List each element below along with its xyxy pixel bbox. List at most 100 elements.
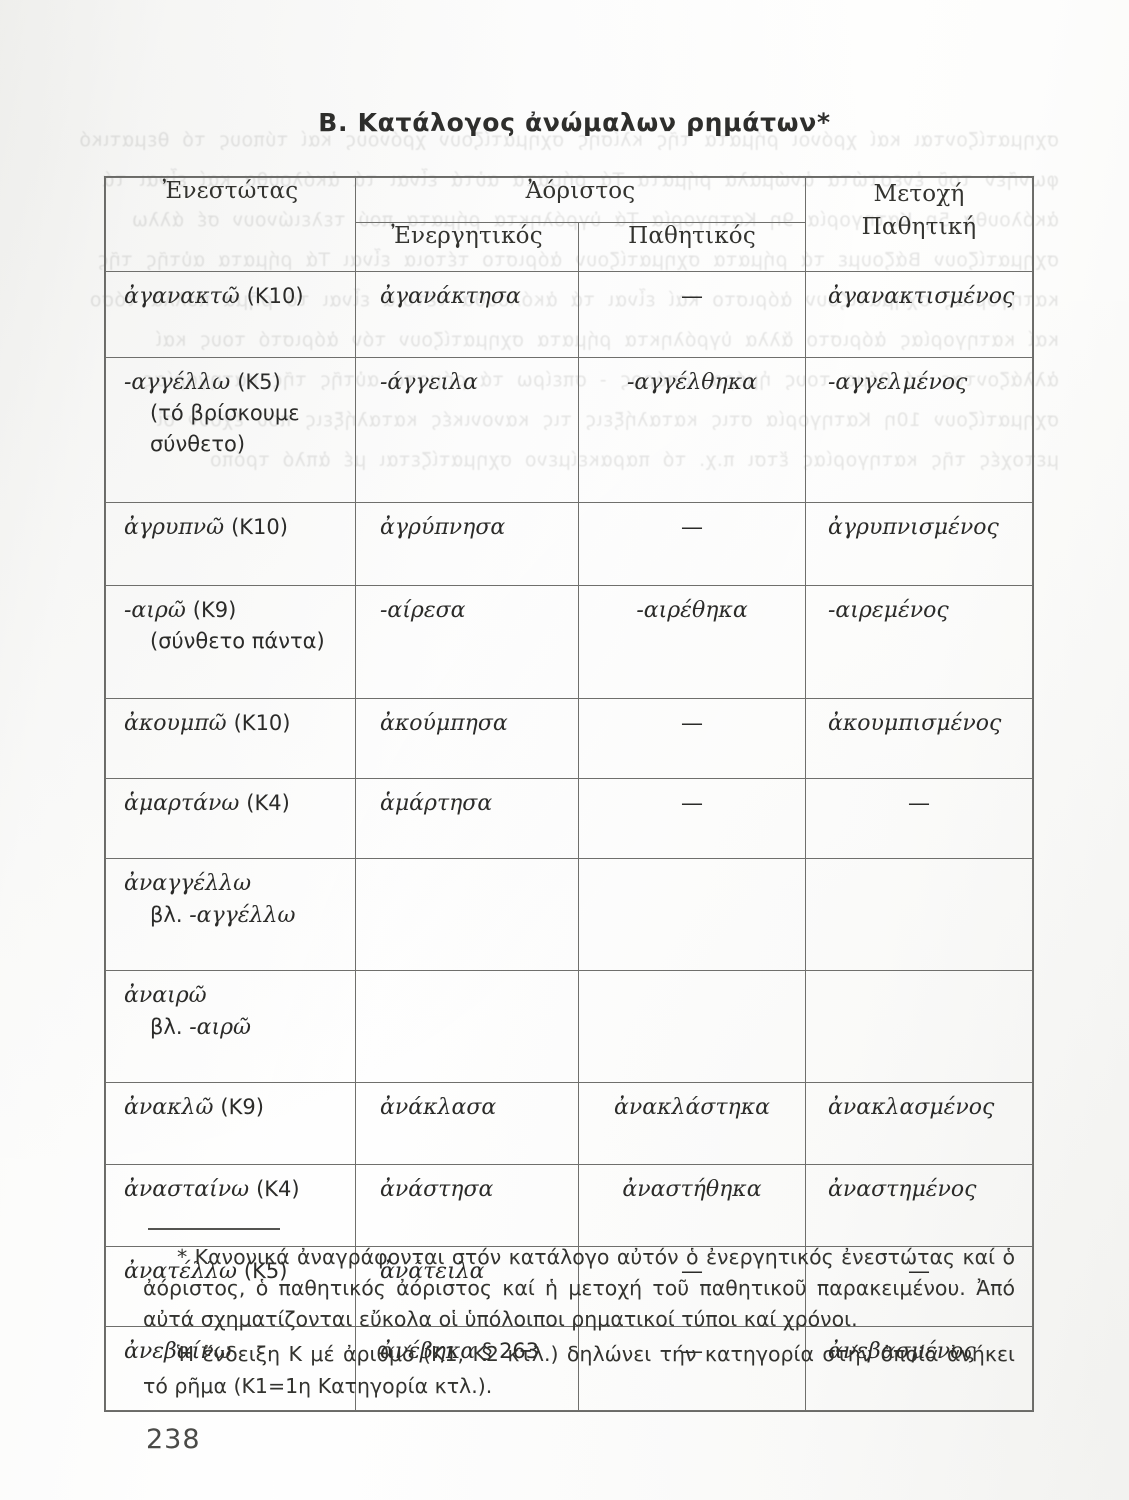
table-body: ἀγανακτῶ (Κ10) ἀγανάκτησα — ἀγανακτισμένος -…: [105, 271, 1033, 1411]
cell-participle: -αιρεμένος: [805, 585, 1033, 699]
cell-aorist-active: -άγγειλα: [355, 357, 579, 503]
table-header: Ἐνεστώτας Ἀόριστος Μετοχή Παθητική Ἐνεργ…: [105, 177, 1033, 272]
present-note: (σύνθετο πάντα): [150, 629, 325, 654]
table-row: ἀνεβαίνω ἀνέβηκα § 263 — ἀνεβασμένος: [105, 1326, 1033, 1411]
empty-form-dash: —: [908, 1259, 930, 1284]
footnote-paragraph-1: * Κανονικά ἀναγράφονται στόν κατάλογο αὐ…: [143, 1245, 1015, 1332]
cell-participle: ἀναστημένος: [805, 1164, 1033, 1247]
present-category: (Κ4): [246, 791, 290, 815]
cell-aorist-active: ἀγρύπνησα: [355, 502, 579, 586]
table-row: ἀναιρῶ βλ. -αιρῶ: [105, 970, 1033, 1083]
cell-aorist-active: ἀγανάκτησα: [355, 271, 579, 358]
cell-present: ἀναγγέλλω βλ. -αγγέλλω: [105, 858, 356, 971]
header-participle: Μετοχή Παθητική: [805, 177, 1033, 272]
header-participle-line2: Παθητική: [861, 214, 977, 241]
cell-aorist-active: ἀνέβηκα § 263: [355, 1326, 579, 1411]
present-form: ἀγανακτῶ (Κ10): [124, 284, 304, 309]
present-form: ἀνεβαίνω: [124, 1339, 232, 1364]
cell-aorist-passive: —: [578, 502, 806, 586]
present-form: ἀνασταίνω (Κ4): [124, 1177, 300, 1202]
empty-form-dash: —: [681, 711, 703, 736]
cell-participle: -αγγελμένος: [805, 357, 1033, 503]
empty-form-dash: —: [681, 1339, 703, 1364]
footnote-paragraph-2: Ἡ ἔνδειξη Κ μέ ἀριθμό (Κ1, Κ2 κτλ.) δηλώ…: [143, 1342, 1015, 1398]
empty-form-dash: —: [681, 1259, 703, 1284]
cell-present: ἀναιρῶ βλ. -αιρῶ: [105, 970, 356, 1083]
present-category: (Κ10): [246, 284, 304, 308]
present-form: ἀνατέλλω (Κ5): [124, 1259, 288, 1284]
cell-present: -αγγέλλω (Κ5) (τό βρίσκουμε σύνθετο): [105, 357, 356, 503]
present-category: (Κ10): [233, 711, 291, 735]
present-form: ἀγρυπνῶ (Κ10): [124, 515, 288, 540]
present-form: -αιρῶ (Κ9): [124, 598, 237, 623]
present-form: ἀνακλῶ (Κ9): [124, 1095, 264, 1120]
table-row: ἀνασταίνω (Κ4) ἀνάστησα ἀναστήθηκα ἀναστημέ…: [105, 1164, 1033, 1247]
cell-present: ἁμαρτάνω (Κ4): [105, 778, 356, 859]
cell-aorist-active: [355, 858, 579, 971]
table-row: ἀγανακτῶ (Κ10) ἀγανάκτησα — ἀγανακτισμένος: [105, 271, 1033, 358]
present-category: (Κ5): [243, 1259, 288, 1283]
cell-aorist-passive: ἀναστήθηκα: [578, 1164, 806, 1247]
cell-participle: [805, 858, 1033, 971]
empty-form-dash: —: [681, 284, 703, 309]
table-row: ἀνακλῶ (Κ9) ἀνάκλασα ἀνακλάστηκα ἀνακλασμέν…: [105, 1082, 1033, 1165]
empty-form-dash: —: [908, 791, 930, 816]
cell-aorist-passive: —: [578, 698, 806, 779]
cell-aorist-passive: -αιρέθηκα: [578, 585, 806, 699]
cell-aorist-active: ἁμάρτησα: [355, 778, 579, 859]
present-note: (τό βρίσκουμε: [150, 401, 300, 426]
irregular-verbs-table: Ἐνεστώτας Ἀόριστος Μετοχή Παθητική Ἐνεργ…: [105, 177, 1033, 1411]
page-title: Β. Κατάλογος ἀνώμαλων ρημάτων*: [318, 108, 831, 137]
cell-present: ἀγανακτῶ (Κ10): [105, 271, 356, 358]
present-form: -αγγέλλω (Κ5): [124, 370, 281, 395]
cell-aorist-active: ἀνάστησα: [355, 1164, 579, 1247]
present-category: (Κ5): [237, 370, 281, 394]
cell-present: ἀνασταίνω (Κ4): [105, 1164, 356, 1247]
header-aorist-passive: Παθητικός: [578, 222, 806, 272]
table-row: ἀναγγέλλω βλ. -αγγέλλω: [105, 858, 1033, 971]
cell-present: ἀγρυπνῶ (Κ10): [105, 502, 356, 586]
cell-participle: —: [805, 778, 1033, 859]
present-note: σύνθετο): [150, 431, 246, 456]
present-cross-reference: βλ. -αιρῶ: [150, 1015, 251, 1041]
table-row: -αγγέλλω (Κ5) (τό βρίσκουμε σύνθετο) -άγγει…: [105, 357, 1033, 503]
footnote: * Κανονικά ἀναγράφονται στόν κατάλογο αὐ…: [143, 1242, 1015, 1404]
empty-form-dash: —: [681, 791, 703, 816]
cell-aorist-passive: [578, 970, 806, 1083]
footnote-divider: [148, 1228, 280, 1230]
cell-present: ἀνατέλλω (Κ5): [105, 1246, 356, 1327]
present-form: ἀναγγέλλω: [124, 871, 252, 896]
cell-aorist-active: [355, 970, 579, 1083]
cell-present: -αιρῶ (Κ9) (σύνθετο πάντα): [105, 585, 356, 699]
header-aorist-active: Ἐνεργητικός: [355, 222, 579, 272]
present-form: ἀναιρῶ: [124, 983, 207, 1008]
cell-aorist-passive: —: [578, 1326, 806, 1411]
present-cross-reference: βλ. -αγγέλλω: [150, 903, 296, 929]
cell-present: ἀνακλῶ (Κ9): [105, 1082, 356, 1165]
page-number: 238: [146, 1424, 201, 1455]
present-form: ἁμαρτάνω (Κ4): [124, 791, 290, 816]
section-reference: § 263: [475, 1339, 540, 1363]
cell-participle: ἀνακλασμένος: [805, 1082, 1033, 1165]
present-category: (Κ4): [256, 1177, 300, 1201]
cell-present: ἀκουμπῶ (Κ10): [105, 698, 356, 779]
cell-aorist-passive: -αγγέλθηκα: [578, 357, 806, 503]
header-aorist: Ἀόριστος: [355, 177, 806, 223]
table-row: ἀκουμπῶ (Κ10) ἀκούμπησα — ἀκουμπισμένος: [105, 698, 1033, 779]
present-category: (Κ10): [231, 515, 288, 539]
cell-aorist-active: ἀκούμπησα: [355, 698, 579, 779]
cell-participle: [805, 970, 1033, 1083]
present-category: (Κ9): [220, 1095, 264, 1119]
cell-aorist-passive: [578, 858, 806, 971]
empty-form-dash: —: [681, 515, 703, 540]
cell-participle: ἀγανακτισμένος: [805, 271, 1033, 358]
cell-aorist-active: ἀνάκλασα: [355, 1082, 579, 1165]
cell-aorist-passive: —: [578, 271, 806, 358]
cell-participle: ἀγρυπνισμένος: [805, 502, 1033, 586]
cell-aorist-passive: —: [578, 778, 806, 859]
table-row: -αιρῶ (Κ9) (σύνθετο πάντα) -αίρεσα -αιρέθηκ…: [105, 585, 1033, 699]
cell-participle: ἀνεβασμένος: [805, 1326, 1033, 1411]
present-form: ἀκουμπῶ (Κ10): [124, 711, 291, 736]
table-row: ἀγρυπνῶ (Κ10) ἀγρύπνησα — ἀγρυπνισμένος: [105, 502, 1033, 586]
header-present: Ἐνεστώτας: [105, 177, 356, 272]
